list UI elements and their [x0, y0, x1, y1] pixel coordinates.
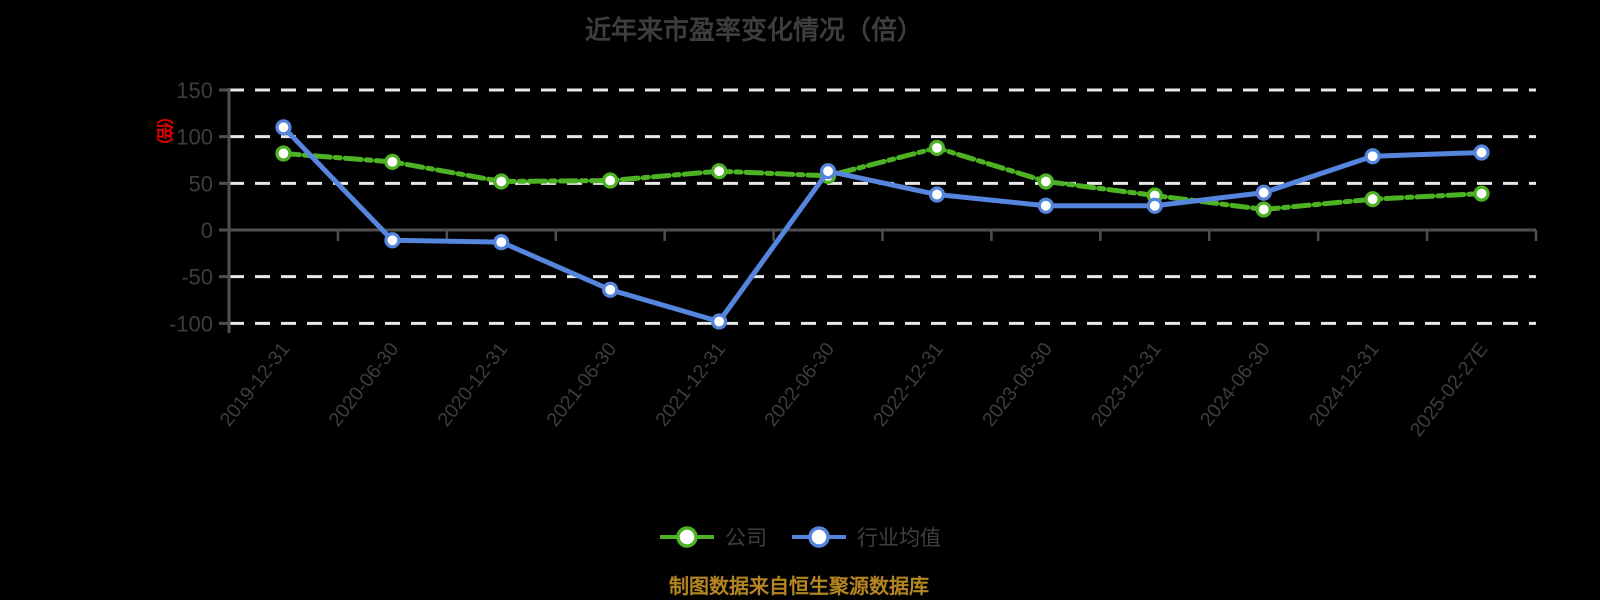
data-source-caption: 制图数据来自恒生聚源数据库	[669, 576, 929, 598]
x-axis-label: 2025-02-27E	[1406, 339, 1493, 441]
company-data-point	[493, 173, 510, 190]
industry-series-line	[280, 124, 1485, 324]
company-data-point	[275, 145, 292, 162]
x-axis-label: 2019-12-31	[216, 339, 295, 431]
company-data-point	[384, 153, 401, 170]
company-data-point	[602, 172, 619, 189]
company-data-point	[1037, 173, 1054, 190]
industry-data-point	[1037, 197, 1054, 214]
industry-data-point	[711, 313, 728, 330]
x-axis-label: 2020-12-31	[433, 339, 512, 431]
y-axis-tick-label: 0	[201, 218, 213, 243]
y-axis-tick-label: -100	[169, 311, 213, 336]
x-axis-label: 2023-06-30	[978, 338, 1057, 430]
y-axis-tick-label: 150	[176, 78, 213, 103]
company-data-point	[928, 139, 946, 156]
x-axis-label: 2023-12-31	[1087, 339, 1166, 431]
x-axis-label: 2021-06-30	[542, 338, 621, 430]
industry-data-point	[1146, 197, 1163, 214]
industry-data-point	[384, 232, 401, 249]
x-axis-label: 2024-12-31	[1305, 339, 1384, 431]
industry-data-point	[928, 186, 946, 203]
company-data-point	[1255, 201, 1272, 218]
chart-title: 近年来市盈率变化情况（倍）	[584, 15, 924, 45]
chart-legend: 公司 行业均值	[659, 522, 941, 552]
industry-data-point	[602, 281, 619, 298]
industry-data-point	[275, 119, 292, 136]
y-axis-tick-label: 100	[176, 125, 213, 150]
company-series-line	[280, 145, 1485, 212]
industry-legend-marker-icon	[792, 526, 846, 548]
legend-label: 公司	[725, 527, 767, 550]
x-axis-label: 2020-06-30	[325, 338, 404, 430]
legend-item-industry[interactable]: 行业均值	[791, 522, 941, 552]
x-axis-label: 2024-06-30	[1196, 338, 1275, 430]
company-data-point	[1473, 185, 1490, 202]
legend-item-company[interactable]: 公司	[659, 522, 767, 552]
industry-data-point	[1473, 144, 1490, 161]
industry-data-point	[1364, 148, 1381, 165]
industry-data-point	[819, 163, 837, 180]
y-axis-tick-label: -50	[181, 265, 213, 290]
y-axis-tick-label: 50	[189, 171, 213, 196]
industry-data-point	[1255, 184, 1272, 201]
company-legend-marker-icon	[660, 526, 714, 548]
company-data-point	[1364, 191, 1381, 208]
x-axis-label: 2022-06-30	[760, 338, 839, 430]
x-axis-label: 2022-12-31	[869, 339, 948, 431]
industry-data-point	[493, 234, 510, 251]
company-data-point	[711, 163, 728, 180]
legend-label: 行业均值	[857, 527, 941, 550]
x-axis-label: 2021-12-31	[651, 339, 730, 431]
